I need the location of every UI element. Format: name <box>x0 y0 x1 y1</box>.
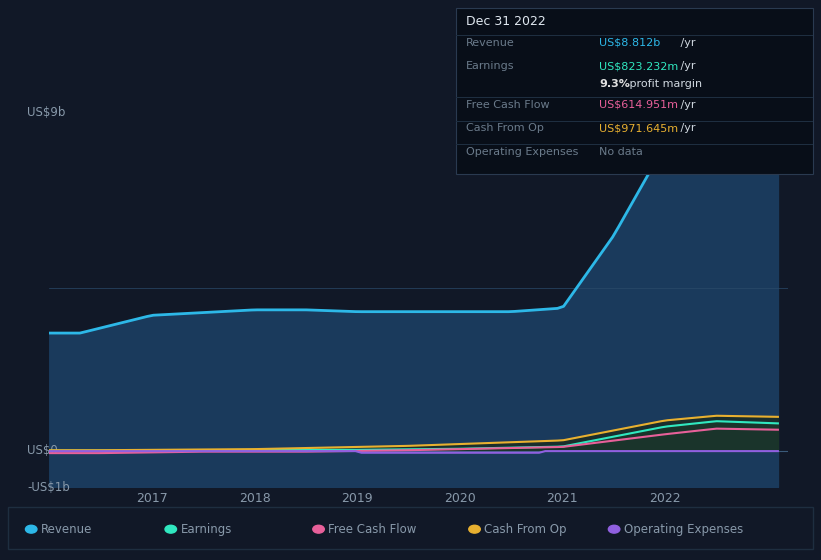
Text: US$823.232m: US$823.232m <box>599 61 679 71</box>
Text: US$9b: US$9b <box>27 106 66 119</box>
Text: Free Cash Flow: Free Cash Flow <box>328 522 417 536</box>
Text: Revenue: Revenue <box>41 522 93 536</box>
Text: Cash From Op: Cash From Op <box>466 123 544 133</box>
Text: /yr: /yr <box>677 61 696 71</box>
Text: No data: No data <box>599 147 643 157</box>
Text: Dec 31 2022: Dec 31 2022 <box>466 15 545 28</box>
Text: /yr: /yr <box>677 100 696 110</box>
Text: /yr: /yr <box>677 38 696 48</box>
Bar <box>665 106 777 487</box>
Text: Earnings: Earnings <box>466 61 514 71</box>
Text: Operating Expenses: Operating Expenses <box>466 147 578 157</box>
Text: Earnings: Earnings <box>181 522 232 536</box>
Text: /yr: /yr <box>677 123 696 133</box>
Text: US$0: US$0 <box>27 445 57 458</box>
Text: profit margin: profit margin <box>626 79 702 89</box>
Text: 9.3%: 9.3% <box>599 79 631 89</box>
Text: US$8.812b: US$8.812b <box>599 38 661 48</box>
Text: Cash From Op: Cash From Op <box>484 522 566 536</box>
Text: Revenue: Revenue <box>466 38 514 48</box>
Text: US$614.951m: US$614.951m <box>599 100 678 110</box>
Text: -US$1b: -US$1b <box>27 480 70 494</box>
Text: Operating Expenses: Operating Expenses <box>624 522 743 536</box>
Text: US$971.645m: US$971.645m <box>599 123 678 133</box>
Text: Free Cash Flow: Free Cash Flow <box>466 100 549 110</box>
